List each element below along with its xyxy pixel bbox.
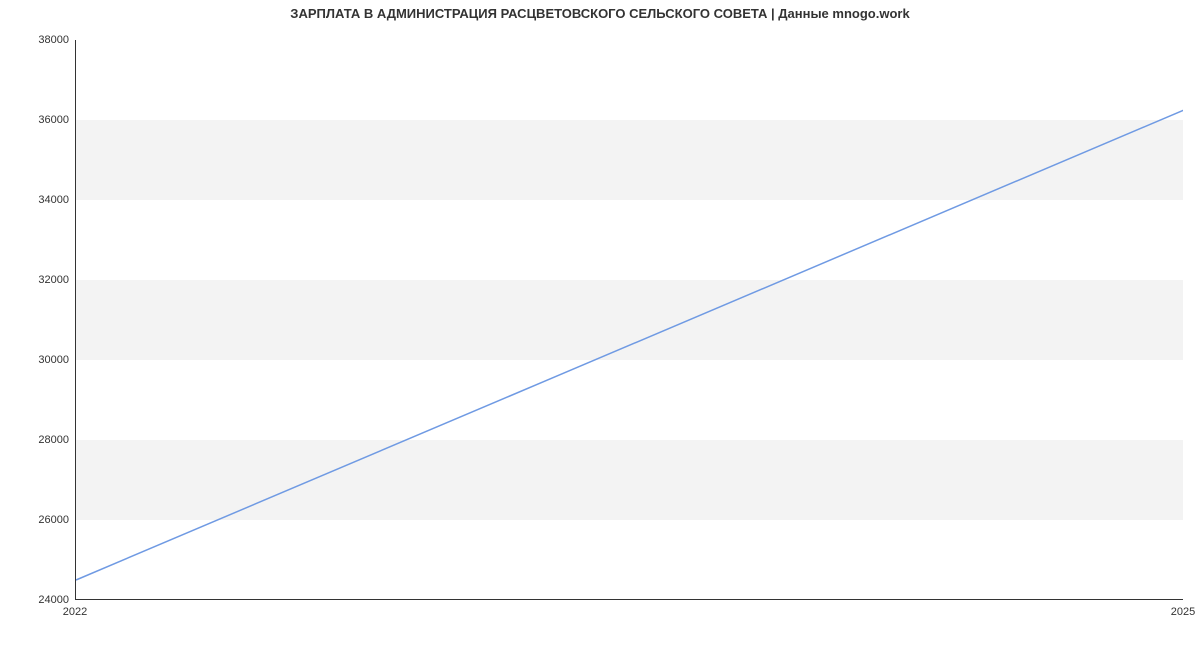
chart-title: ЗАРПЛАТА В АДМИНИСТРАЦИЯ РАСЦВЕТОВСКОГО …	[0, 6, 1200, 21]
y-tick-label: 24000	[38, 594, 69, 606]
y-tick-label: 36000	[38, 114, 69, 126]
y-tick-label: 32000	[38, 274, 69, 286]
plot-area	[75, 40, 1183, 600]
series-line	[76, 110, 1183, 580]
y-tick-label: 26000	[38, 514, 69, 526]
line-layer	[76, 40, 1183, 600]
x-tick-label: 2025	[1171, 606, 1195, 618]
x-tick-label: 2022	[63, 606, 87, 618]
salary-line-chart: ЗАРПЛАТА В АДМИНИСТРАЦИЯ РАСЦВЕТОВСКОГО …	[0, 0, 1200, 650]
y-tick-label: 34000	[38, 194, 69, 206]
y-tick-label: 38000	[38, 34, 69, 46]
y-tick-label: 30000	[38, 354, 69, 366]
y-tick-label: 28000	[38, 434, 69, 446]
